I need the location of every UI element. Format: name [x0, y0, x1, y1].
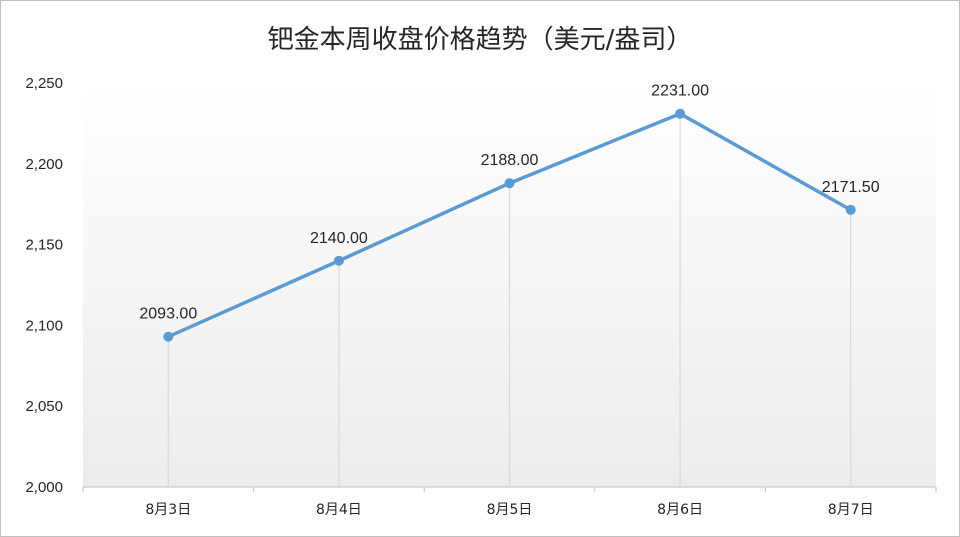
x-tick-label: 8月3日	[145, 502, 191, 518]
y-tick-label: 2,100	[25, 317, 63, 334]
x-tick-label: 8月5日	[487, 502, 533, 518]
data-point	[333, 255, 344, 266]
data-label: 2231.00	[651, 83, 709, 100]
data-label: 2093.00	[139, 306, 197, 323]
x-tick-label: 8月7日	[828, 502, 874, 518]
y-tick-label: 2,000	[25, 479, 63, 496]
x-tick-label: 8月4日	[316, 502, 362, 518]
y-tick-label: 2,050	[25, 398, 63, 415]
y-tick-label: 2,200	[25, 156, 63, 173]
data-label: 2171.50	[822, 179, 880, 196]
data-point	[504, 178, 515, 189]
y-tick-label: 2,250	[25, 75, 63, 92]
y-tick-label: 2,150	[25, 237, 63, 254]
data-label: 2188.00	[481, 152, 539, 169]
chart-title: 钯金本周收盘价格趋势（美元/盎司）	[267, 25, 693, 55]
data-point	[163, 331, 174, 342]
data-point	[845, 204, 856, 215]
data-label: 2140.00	[310, 230, 368, 247]
data-point	[675, 108, 686, 119]
x-tick-label: 8月6日	[657, 502, 703, 518]
